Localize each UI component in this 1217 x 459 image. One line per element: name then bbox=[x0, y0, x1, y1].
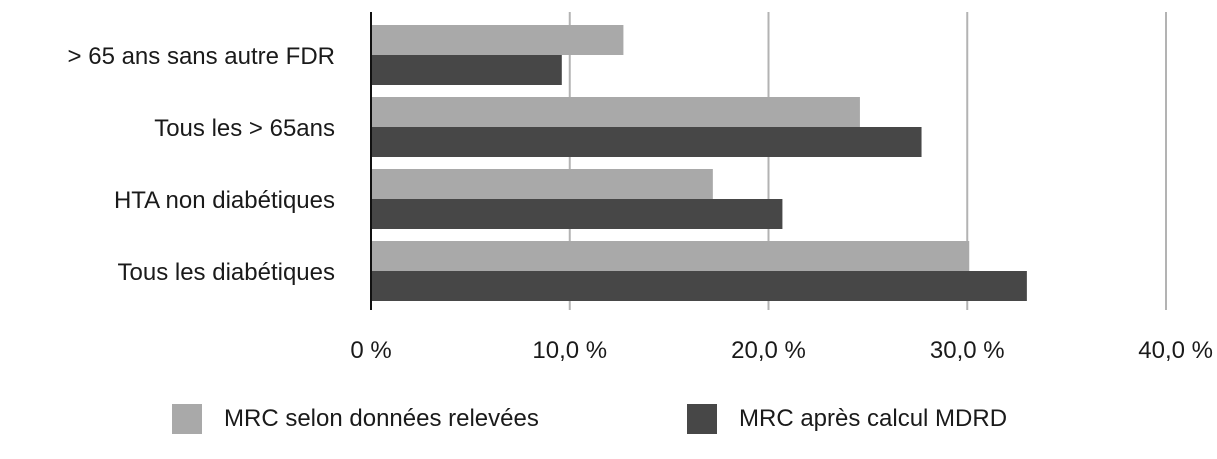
x-tick-labels: 0 % 10,0 % 20,0 % 30,0 % 40,0 % bbox=[350, 337, 1213, 364]
category-label-3: HTA non diabétiques bbox=[114, 187, 335, 214]
legend-item-series-2: MRC après calcul MDRD bbox=[687, 404, 1007, 434]
bar-1-1 bbox=[371, 25, 624, 55]
bar-2-3 bbox=[371, 199, 783, 229]
category-labels: > 65 ans sans autre FDR Tous les > 65ans H… bbox=[68, 43, 335, 286]
bar-2-4 bbox=[371, 271, 1027, 301]
bar-1-4 bbox=[371, 241, 970, 271]
x-tick-label-0: 0 % bbox=[350, 337, 391, 364]
bar-chart: > 65 ans sans autre FDR Tous les > 65ans H… bbox=[68, 12, 1213, 364]
bar-1-3 bbox=[371, 169, 713, 199]
x-tick-label-3: 30,0 % bbox=[930, 337, 1005, 364]
category-label-4: Tous les diabétiques bbox=[118, 259, 335, 286]
bars bbox=[371, 25, 1027, 301]
legend-label-series-2: MRC après calcul MDRD bbox=[739, 405, 1008, 432]
bar-2-2 bbox=[371, 127, 922, 157]
category-label-2: Tous les > 65ans bbox=[154, 115, 335, 142]
x-tick-label-2: 20,0 % bbox=[731, 337, 806, 364]
x-tick-label-1: 10,0 % bbox=[532, 337, 607, 364]
bar-1-2 bbox=[371, 97, 860, 127]
legend: MRC selon données relevées MRC après cal… bbox=[0, 404, 1217, 454]
legend-item-series-1: MRC selon données relevées bbox=[172, 404, 539, 434]
legend-label-series-1: MRC selon données relevées bbox=[224, 405, 539, 432]
bar-2-1 bbox=[371, 55, 562, 85]
category-label-1: > 65 ans sans autre FDR bbox=[68, 43, 335, 70]
legend-swatch-series-2 bbox=[687, 404, 717, 434]
legend-swatch-series-1 bbox=[172, 404, 202, 434]
x-tick-label-4: 40,0 % bbox=[1138, 337, 1213, 364]
